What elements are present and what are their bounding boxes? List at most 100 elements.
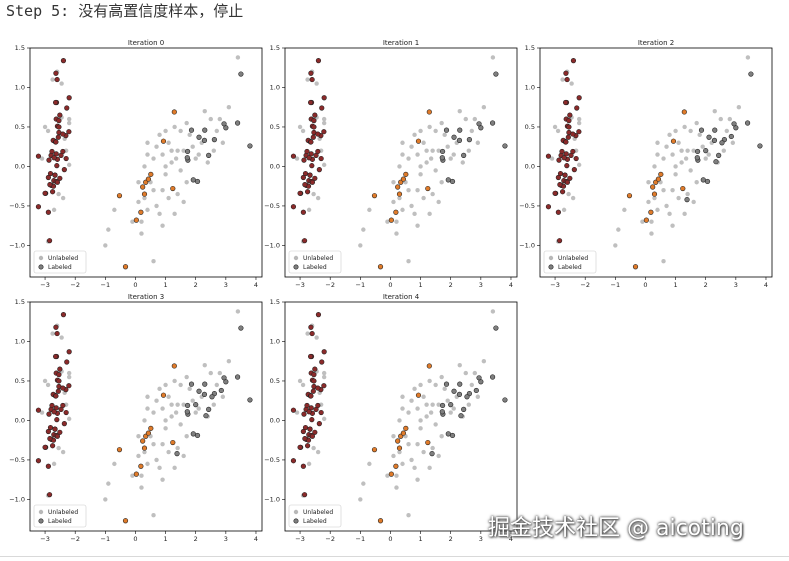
x-tick-label: 0 — [133, 281, 137, 289]
labeled-point — [439, 148, 446, 155]
unlabeled-point — [66, 120, 72, 126]
panel-title: Iteration 3 — [128, 293, 164, 301]
x-tick-label: 1 — [164, 535, 168, 543]
unlabeled-point — [385, 219, 390, 224]
unlabeled-point — [175, 445, 180, 451]
y-tick-label: 1.5 — [270, 298, 280, 306]
unlabeled-point — [56, 445, 61, 451]
labeled-point — [308, 405, 314, 411]
unlabeled-point — [694, 180, 699, 185]
unlabeled-point — [412, 386, 417, 392]
y-tick-label: 0.0 — [15, 163, 25, 171]
labeled-point — [415, 392, 422, 398]
labeled-point — [429, 451, 435, 457]
labeled-point — [66, 383, 72, 389]
y-tick-label: −0.5 — [9, 202, 25, 210]
unlabeled-point — [358, 497, 363, 502]
labeled-point — [221, 375, 227, 381]
unlabeled-point — [576, 162, 582, 168]
unlabeled-point — [409, 457, 414, 463]
labeled-point — [54, 417, 60, 423]
labeled-point — [301, 492, 308, 498]
unlabeled-point — [103, 243, 108, 248]
unlabeled-point — [367, 461, 372, 467]
labeled-point — [35, 407, 42, 413]
labeled-point — [60, 58, 67, 64]
unlabeled-point — [472, 116, 478, 122]
unlabeled-point — [430, 148, 435, 153]
labeled-point — [148, 425, 154, 431]
y-tick-label: −1.0 — [264, 242, 280, 250]
unlabeled-point — [391, 434, 396, 439]
unlabeled-point — [394, 485, 399, 490]
x-tick-label: −1 — [101, 281, 111, 289]
x-tick-label: −3 — [295, 281, 305, 289]
unlabeled-point — [385, 473, 390, 478]
y-tick-label: 1.5 — [15, 44, 25, 52]
axes-frame — [539, 47, 773, 278]
unlabeled-point — [667, 211, 672, 217]
panel-title: Iteration 4 — [383, 293, 420, 301]
unlabeled-point — [448, 156, 453, 161]
labeled-point — [60, 148, 66, 155]
unlabeled-point — [569, 81, 574, 86]
labeled-point — [46, 492, 53, 498]
y-tick-label: 1.0 — [270, 338, 280, 346]
labeled-point — [744, 120, 751, 126]
unlabeled-point — [415, 187, 420, 193]
unlabeled-point — [294, 410, 300, 415]
labeled-point — [309, 417, 315, 423]
unlabeled-point — [664, 144, 669, 149]
labeled-point — [308, 353, 314, 360]
labeled-point — [466, 137, 472, 143]
labeled-point — [61, 167, 67, 173]
y-tick-label: 0.0 — [270, 417, 280, 425]
unlabeled-point — [397, 164, 402, 169]
labeled-point — [748, 71, 754, 77]
unlabeled-point — [226, 105, 232, 110]
labeled-point — [425, 439, 431, 446]
labeled-point — [315, 58, 322, 64]
labeled-point — [140, 184, 146, 190]
unlabeled-point — [163, 172, 168, 177]
unlabeled-point — [50, 77, 55, 82]
labeled-point — [301, 238, 308, 244]
labeled-point — [321, 383, 327, 389]
labeled-point — [306, 409, 312, 415]
unlabeled-point — [664, 203, 669, 209]
labeled-point — [567, 175, 573, 181]
labeled-point — [562, 172, 568, 178]
labeled-point — [557, 182, 563, 188]
unlabeled-point — [361, 227, 366, 232]
y-tick-label: 1.0 — [270, 84, 280, 92]
unlabeled-point — [424, 160, 429, 165]
unlabeled-point — [139, 485, 144, 490]
labeled-point — [304, 189, 311, 195]
unlabeled-point — [451, 152, 456, 157]
unlabeled-point — [469, 382, 475, 388]
unlabeled-point — [172, 465, 177, 471]
unlabeled-point — [367, 207, 372, 213]
unlabeled-point — [433, 422, 438, 427]
labeled-point — [632, 264, 639, 270]
labeled-point — [445, 177, 451, 183]
labeled-point — [49, 402, 55, 409]
labeled-point — [304, 402, 310, 409]
unlabeled-point — [181, 402, 186, 407]
unlabeled-point — [439, 374, 444, 380]
x-tick-label: −1 — [101, 535, 111, 543]
labeled-point — [670, 138, 677, 144]
labeled-point — [64, 359, 70, 365]
unlabeled-point — [51, 207, 57, 213]
x-tick-label: −3 — [40, 535, 50, 543]
labeled-point — [304, 443, 311, 449]
x-tick-label: −2 — [70, 281, 80, 289]
unlabeled-point — [160, 152, 165, 157]
labeled-point — [307, 426, 313, 432]
labeled-point — [321, 349, 327, 355]
unlabeled-point — [475, 394, 481, 399]
labeled-point — [52, 172, 58, 178]
unlabeled-point — [169, 402, 174, 407]
labeled-point — [489, 120, 496, 126]
x-tick-label: 3 — [224, 281, 228, 289]
